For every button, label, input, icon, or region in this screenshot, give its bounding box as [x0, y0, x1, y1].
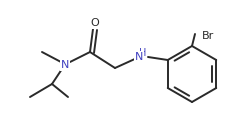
Text: N: N [135, 52, 143, 62]
Text: H: H [139, 48, 147, 58]
Text: O: O [91, 18, 99, 28]
Text: Br: Br [202, 31, 214, 41]
Text: N: N [61, 60, 69, 70]
